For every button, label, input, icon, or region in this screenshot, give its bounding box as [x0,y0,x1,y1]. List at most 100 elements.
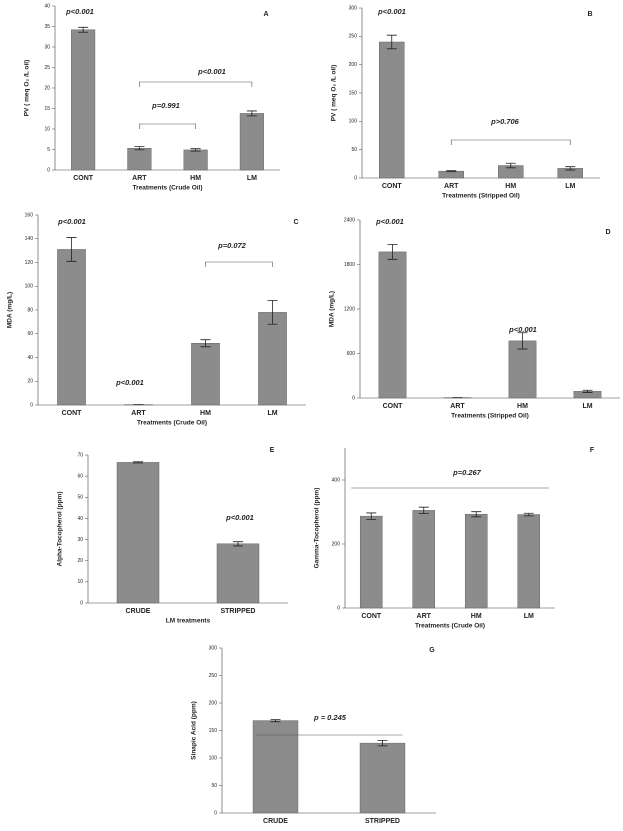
y-axis-label: MDA (mg/L) [329,291,336,327]
x-tick-label: CONT [383,403,404,410]
error-bar [418,506,429,514]
bracket [139,81,253,87]
error-bar [134,146,145,151]
y-tick-label: 10 [77,579,83,585]
y-axis-label: Sinapic Acid (ppm) [191,701,198,760]
p-value: p=0.072 [217,241,247,250]
error-bar [233,541,243,547]
x-axis-label: Treatments (Stripped Oil) [451,413,529,420]
y-tick-label: 0 [30,402,33,408]
error-bar [387,244,398,260]
x-tick-label: ART [444,183,459,190]
y-tick-label: 50 [351,147,357,153]
x-axis-label: Treatments (Crude Oil) [132,185,202,192]
error-bar [565,166,576,171]
p-value: p = 0.245 [313,713,347,722]
y-tick-label: 30 [44,44,50,50]
y-tick-label: 60 [77,473,83,479]
x-tick-label: HM [190,175,201,182]
bar [359,742,406,814]
y-axis-label: Alpha-Tocopherol (ppm) [57,492,64,567]
y-tick-label: 5 [47,147,50,153]
y-tick-label: 70 [77,452,83,458]
bar [378,251,407,399]
bar [517,514,541,609]
bar [116,462,160,604]
bar [412,510,436,609]
y-axis-label: MDA (mg/L) [7,292,14,328]
bar [183,149,208,171]
p-value: p>0.706 [490,117,520,126]
error-bar [366,512,377,520]
y-tick-label: 0 [80,600,83,606]
y-tick-label: 0 [214,810,217,816]
panel-letter: F [590,447,595,454]
y-tick-label: 0 [354,175,357,181]
error-bar [517,332,528,350]
bar [359,515,383,609]
x-tick-label: STRIPPED [365,818,400,825]
y-tick-label: 60 [27,331,33,337]
y-tick-label: 150 [349,90,358,96]
x-tick-label: ART [132,175,147,182]
y-tick-label: 140 [25,236,34,242]
panel-letter: D [605,229,610,236]
y-tick-label: 160 [25,212,34,218]
error-bar [190,148,201,152]
bar [57,249,86,406]
y-tick-label: 15 [44,106,50,112]
y-tick-label: 50 [77,495,83,501]
y-tick-label: 40 [44,3,50,9]
y-tick-label: 1800 [344,262,355,268]
y-tick-label: 300 [349,5,358,11]
bar [438,170,464,179]
x-tick-label: STRIPPED [220,608,255,615]
panel-letter: E [270,447,275,454]
p-value: p=0.267 [452,468,482,477]
y-tick-label: 80 [27,307,33,313]
bar [127,148,152,171]
y-tick-label: 120 [25,260,34,266]
bracket [450,139,571,145]
error-bar [246,110,257,117]
bar [508,340,537,399]
x-tick-label: LM [524,613,534,620]
y-tick-label: 30 [77,537,83,543]
y-tick-label: 100 [349,119,358,125]
bar [239,113,264,171]
y-tick-label: 200 [349,62,358,68]
bar [71,29,96,171]
y-tick-label: 0 [47,167,50,173]
x-tick-label: HM [471,613,482,620]
y-tick-label: 150 [209,728,218,734]
bracket [205,261,273,267]
p-value: p<0.001 [375,217,404,226]
x-tick-label: CRUDE [126,608,151,615]
p-value: p<0.001 [225,513,254,522]
y-tick-label: 25 [44,65,50,71]
error-bar [386,34,397,50]
y-axis-label: PV ( meq O₂ /L oil) [331,65,338,122]
y-tick-label: 250 [349,34,358,40]
y-tick-label: 100 [209,755,218,761]
bar [216,543,260,604]
error-bar [582,389,593,393]
y-tick-label: 300 [209,645,218,651]
bar [191,343,220,406]
x-tick-label: LM [582,403,592,410]
bracket [139,123,196,129]
error-bar [78,26,89,33]
x-tick-label: ART [131,410,146,417]
p-value: p<0.001 [65,7,94,16]
y-tick-label: 20 [44,85,50,91]
y-tick-label: 0 [337,605,340,611]
x-tick-label: HM [517,403,528,410]
p-value: p<0.001 [115,378,144,387]
y-tick-label: 2400 [344,217,355,223]
p-value: p<0.001 [197,67,226,76]
y-tick-label: 400 [332,477,341,483]
panel-letter: B [587,11,592,18]
y-tick-label: 1200 [344,306,355,312]
x-tick-label: CONT [361,613,382,620]
